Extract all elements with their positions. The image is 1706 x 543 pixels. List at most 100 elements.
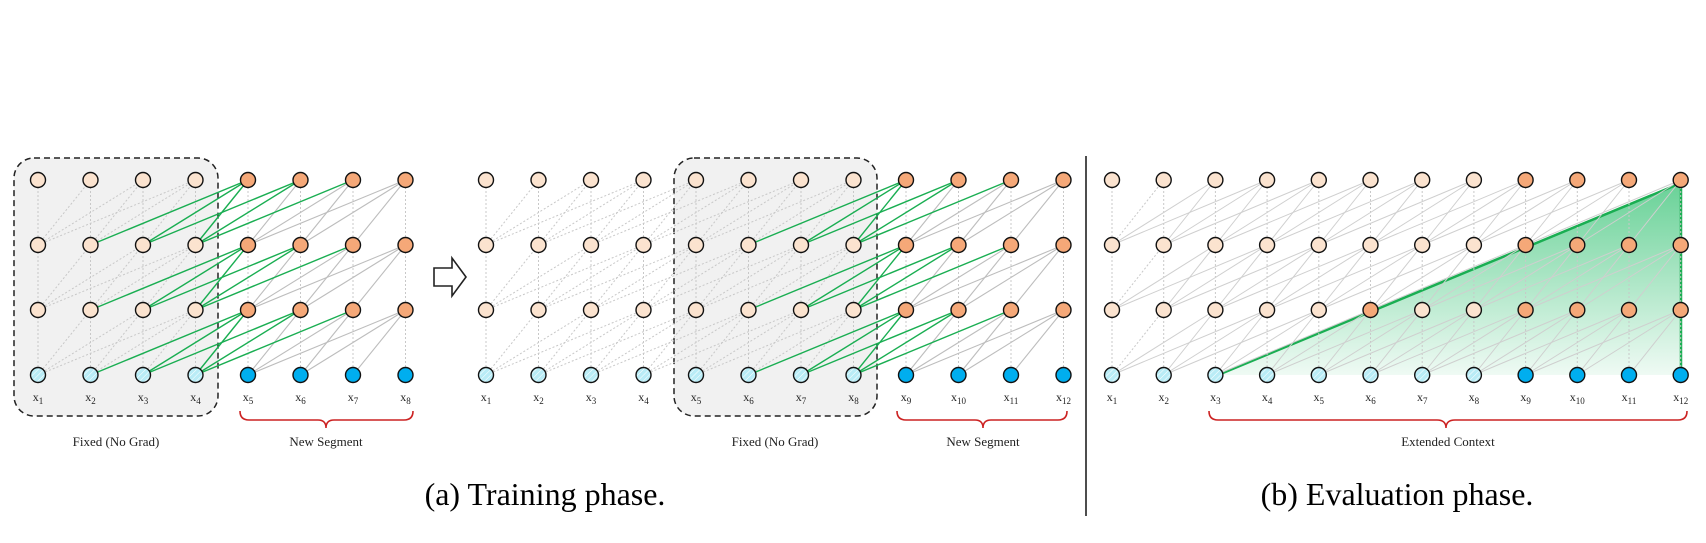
hidden-state-node	[897, 171, 915, 189]
hidden-state-node	[1620, 236, 1638, 254]
attention-edge	[352, 244, 406, 311]
hidden-state-node	[1569, 236, 1586, 254]
attention-edge	[1318, 309, 1475, 376]
attention-edge	[643, 179, 802, 246]
attention-edge	[538, 244, 644, 311]
hidden-state-node	[1207, 171, 1224, 189]
attention-edge	[37, 309, 91, 376]
hidden-state-node	[1207, 301, 1224, 319]
attention-edge	[695, 244, 854, 311]
input-token-node	[397, 366, 414, 384]
token-label: x5	[691, 390, 702, 406]
hidden-state-node	[239, 301, 257, 319]
hidden-state-node	[740, 301, 757, 319]
attention-edge	[538, 244, 697, 311]
segment-label-left: New Segment	[289, 434, 363, 449]
attention-edge	[853, 179, 959, 246]
attention-edge	[37, 244, 196, 311]
hidden-state-node	[1310, 301, 1328, 319]
hidden-state-node	[477, 301, 495, 319]
hidden-state-node	[187, 236, 204, 254]
input-token-node	[1103, 366, 1121, 384]
attention-edge	[1111, 309, 1165, 376]
attention-edge	[1010, 179, 1064, 246]
attention-edge	[1318, 179, 1423, 246]
attention-edge	[1628, 244, 1682, 311]
attention-edge	[1422, 309, 1578, 376]
attention-edge	[142, 179, 301, 246]
input-token-node	[1055, 366, 1072, 384]
hidden-state-node	[82, 171, 99, 189]
attention-edge	[538, 179, 644, 246]
attention-edge	[37, 244, 91, 311]
attention-edge	[1473, 244, 1578, 311]
hidden-state-node	[344, 301, 362, 319]
token-label: x7	[1417, 390, 1428, 406]
hidden-state-node	[687, 171, 705, 189]
input-token-node	[1362, 366, 1379, 384]
hidden-state-node	[1465, 171, 1483, 189]
attention-edge	[1473, 309, 1630, 376]
token-label: x10	[1570, 390, 1586, 406]
hidden-state-node	[292, 236, 309, 254]
input-token-node	[792, 366, 810, 384]
attention-edge	[1628, 309, 1682, 376]
hidden-state-node	[1055, 236, 1072, 254]
attention-edge	[1266, 309, 1371, 376]
hidden-state-node	[1362, 301, 1379, 319]
input-token-node	[187, 366, 204, 384]
hidden-state-node	[344, 236, 362, 254]
attention-edge	[1111, 179, 1216, 246]
hidden-state-node	[740, 171, 757, 189]
attention-edge	[1215, 244, 1320, 311]
hidden-state-node	[635, 301, 652, 319]
input-token-node	[344, 366, 362, 384]
attention-edge	[1111, 179, 1268, 246]
attention-edge	[1111, 244, 1216, 311]
attention-edge	[1421, 244, 1526, 311]
attention-edge	[1318, 179, 1475, 246]
hidden-state-node	[1002, 236, 1020, 254]
attention-edge	[1215, 244, 1371, 311]
attention-edge	[1422, 244, 1578, 311]
attention-edge	[247, 309, 406, 376]
attention-edge	[643, 309, 749, 376]
input-token-node	[950, 366, 967, 384]
hidden-state-node	[1620, 171, 1638, 189]
attention-edge	[590, 244, 749, 311]
attention-edge	[142, 244, 249, 311]
hidden-state-node	[582, 171, 600, 189]
input-token-node	[582, 366, 600, 384]
attention-edge	[748, 309, 854, 376]
hidden-state-node	[477, 236, 495, 254]
attention-edge	[195, 244, 301, 311]
attention-edge	[590, 179, 749, 246]
hidden-state-node	[897, 236, 915, 254]
attention-edge	[853, 179, 1012, 246]
context-span-edge	[1217, 181, 1682, 377]
attention-edge	[695, 309, 854, 376]
attention-edge	[142, 309, 249, 376]
hidden-state-node	[1620, 301, 1638, 319]
token-label: x12	[1056, 390, 1071, 406]
hidden-state-node	[1055, 301, 1072, 319]
hidden-state-node	[1155, 236, 1172, 254]
hidden-state-node	[1103, 171, 1121, 189]
input-token-node	[1569, 366, 1586, 384]
token-label: x6	[743, 390, 754, 406]
input-token-node	[845, 366, 862, 384]
attention-edge	[748, 179, 907, 246]
hidden-state-node	[1362, 171, 1379, 189]
attention-edge	[1473, 179, 1578, 246]
hidden-state-node	[1258, 171, 1276, 189]
attention-edge	[1266, 179, 1371, 246]
attention-edge	[1421, 309, 1526, 376]
input-token-node	[1620, 366, 1638, 384]
hidden-state-node	[1258, 236, 1276, 254]
hidden-state-node	[792, 236, 810, 254]
attention-edge	[1318, 309, 1423, 376]
attention-edge	[37, 179, 196, 246]
hidden-state-node	[1155, 301, 1172, 319]
input-token-node	[1258, 366, 1276, 384]
attention-edge	[1525, 179, 1681, 246]
